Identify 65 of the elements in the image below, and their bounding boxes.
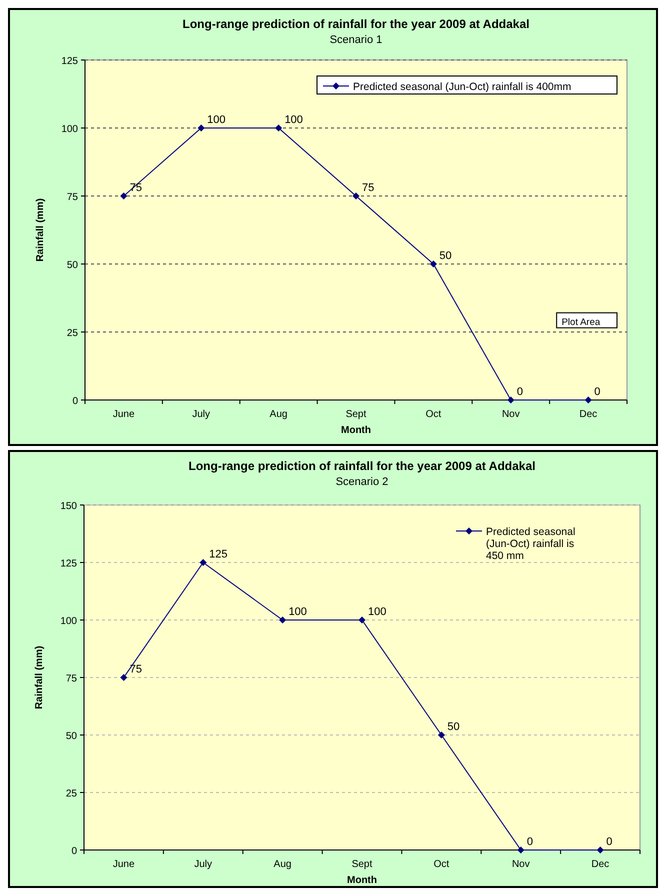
point — [596, 846, 604, 854]
data-label: 100 — [288, 606, 307, 618]
chart-title: Long-range prediction of rainfall for the year 2009 at Addakal — [188, 459, 536, 473]
legend-label: Predicted seasonal (Jun-Oct) rainfall is 400mm — [353, 81, 572, 93]
x-tick-label: June — [112, 859, 135, 870]
point — [507, 396, 514, 404]
y-tick-label: 25 — [66, 788, 78, 800]
x-tick-label: Sept — [352, 859, 373, 870]
x-axis-title: Month — [347, 875, 377, 886]
data-label: 0 — [526, 836, 533, 848]
y-tick-label: 100 — [60, 616, 78, 627]
point — [352, 192, 360, 200]
y-tick-label: 125 — [61, 56, 78, 67]
y-tick-label: 0 — [71, 846, 78, 857]
point — [120, 192, 128, 200]
data-label: 75 — [362, 182, 374, 194]
point — [198, 124, 205, 132]
data-label: 100 — [284, 114, 303, 126]
x-tick-label: Nov — [512, 859, 530, 870]
y-axis-title: Rainfall (mm) — [35, 198, 46, 262]
point — [275, 124, 282, 132]
x-tick-label: July — [194, 859, 212, 870]
data-label: 0 — [606, 836, 612, 848]
y-tick-label: 25 — [66, 328, 78, 339]
annotation: Plot Area — [562, 316, 601, 328]
y-tick-label: 75 — [66, 674, 78, 684]
point — [517, 846, 524, 854]
data-label: 100 — [368, 606, 386, 618]
y-tick-label: 50 — [66, 260, 78, 271]
y-tick-label: 75 — [66, 192, 78, 203]
y-tick-label: 100 — [61, 124, 78, 135]
data-label: 50 — [439, 250, 452, 262]
x-tick-label: June — [112, 409, 135, 420]
x-tick-label: Aug — [270, 409, 288, 420]
x-tick-label: Oct — [426, 409, 442, 420]
data-label: 125 — [209, 548, 228, 560]
chart-subtitle: Scenario 2 — [336, 476, 388, 488]
point — [438, 732, 445, 738]
x-tick-label: July — [192, 409, 210, 420]
point — [358, 616, 366, 624]
data-label: 50 — [447, 721, 460, 733]
legend-label: Predicted seasonal (Jun-Oct) rainfall is 450 mm — [486, 526, 576, 562]
data-label: 0 — [516, 386, 523, 398]
chart-subtitle: Scenario 1 — [330, 34, 382, 46]
y-tick-label: 125 — [60, 558, 78, 570]
point — [430, 260, 437, 268]
point — [279, 616, 286, 624]
x-tick-label: Oct — [434, 859, 450, 870]
data-label: 100 — [207, 114, 226, 126]
data-label: 0 — [594, 386, 600, 398]
y-axis-title: Rainfall (mm) — [34, 646, 45, 710]
x-tick-label: Sept — [346, 409, 367, 420]
y-tick-label: 50 — [66, 731, 78, 742]
x-axis-title: Month — [341, 425, 371, 436]
x-tick-label: Nov — [502, 409, 520, 420]
x-tick-label: Dec — [579, 409, 598, 420]
point — [120, 674, 128, 681]
chart-title: Long-range prediction of rainfall for the year 2009 at Addakal — [182, 17, 530, 31]
data-label: 75 — [130, 664, 142, 676]
point — [584, 396, 592, 404]
x-tick-label: Dec — [591, 859, 610, 870]
y-tick-label: 150 — [60, 501, 78, 512]
y-tick-label: 0 — [72, 396, 78, 407]
point — [200, 559, 207, 566]
x-tick-label: Aug — [274, 859, 292, 870]
